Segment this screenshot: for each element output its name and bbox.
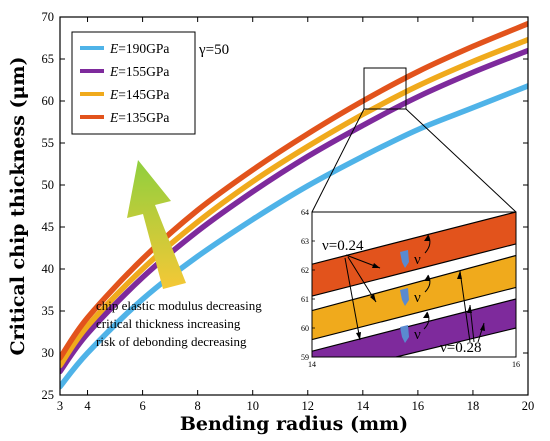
trend-annotation: chip elastic modulus decreasing critical … [96,298,262,349]
x-tick-label-16: 16 [412,399,425,413]
inset-y-tick-label-63: 63 [301,237,309,246]
legend-label-e-190gpa: E=190GPa [109,41,169,56]
inset-plot: 59 60 61 62 63 64 14 16 [301,208,520,369]
y-axis-label: Critical chip thickness (μm) [7,57,29,356]
inset-bands [312,212,516,357]
series-curves [60,20,528,390]
nu-symbol-1: ν [414,252,421,268]
inset-band-e-145gpa [312,255,516,340]
curved-arrow-1 [424,234,431,254]
blue-markers [400,250,409,343]
zoom-indicator [311,67,517,213]
nu-symbol-3: ν [414,327,421,343]
y-tick-label-70: 70 [42,10,55,24]
legend: E=190GPa E=155GPa E=145GPa E=135GPa [71,31,196,135]
inset-band-edge-bottom-e-135gpa [312,243,516,297]
legend-label-e-155gpa: E=155GPa [109,64,169,79]
inset-y-tick-label-60: 60 [301,324,309,333]
annotation-line-1: chip elastic modulus decreasing [96,298,262,313]
x-tick-label-14: 14 [357,399,370,413]
y-tick-label-35: 35 [42,304,55,318]
inset-ticks [312,211,315,358]
inset-band-e-135gpa [312,212,516,297]
annotation-line-3: risk of debonding decreasing [96,334,247,349]
arrow-nu-low-3 [344,257,361,341]
gamma-label: γ=50 [198,42,229,58]
x-tick-label-10: 10 [246,399,259,413]
inset-tick-labels: 59 60 61 62 63 64 14 16 [301,208,520,369]
x-tick-label-3: 3 [57,399,63,413]
y-tick-label-55: 55 [42,136,55,150]
zoom-line-left [311,108,365,213]
inset-band-edge-top-e-145gpa [312,254,516,312]
inset-x-tick-label-16: 16 [512,360,520,369]
inset-arrows [344,234,485,343]
nu-symbol-2: ν [414,290,421,306]
zoom-box [363,67,407,110]
x-tick-labels: 3 4 6 8 10 12 14 16 18 20 [57,399,534,413]
trend-arrow-shape [127,160,186,289]
annotation-line-2: critical thickness increasing [96,316,241,331]
series-line-e-145gpa [60,36,528,369]
legend-label-e-145gpa: E=145GPa [109,87,169,102]
inset-frame [311,211,517,358]
x-tick-label-18: 18 [467,399,480,413]
inset-y-tick-label-64: 64 [301,208,309,217]
y-tick-label-45: 45 [42,220,55,234]
series-line-e-190gpa [60,83,528,390]
zoom-line-right [405,108,517,213]
inset-y-tick-label-62: 62 [301,266,309,275]
arrow-nu-high-1 [459,270,471,343]
inset-x-tick-label-14: 14 [308,360,316,369]
y-tick-label-30: 30 [42,346,55,360]
x-tick-label-12: 12 [302,399,315,413]
nu-low-label: ν=0.24 [322,238,364,254]
curved-arrow-3 [423,311,430,330]
x-tick-label-4: 4 [84,399,91,413]
y-tick-label-60: 60 [42,94,55,108]
x-tick-label-6: 6 [139,399,145,413]
y-tick-label-25: 25 [42,388,55,402]
series-line-e-135gpa [60,20,528,361]
trend-arrow [127,160,186,289]
y-tick-label-65: 65 [42,52,55,66]
inset-y-tick-label-59: 59 [301,353,309,362]
inset-band-edge-bottom-e-145gpa [312,286,516,341]
curved-arrow-2 [424,274,431,293]
y-tick-label-50: 50 [42,178,55,192]
series-line-e-155gpa [60,47,528,375]
arrowheads [356,235,485,340]
plot-frame [59,16,529,396]
inset-band-edge-top-e-155gpa [312,298,516,352]
arrow-nu-low-2 [347,256,377,303]
y-tick-label-40: 40 [42,262,55,276]
x-tick-label-20: 20 [522,399,535,413]
nu-high-label: ν=0.28 [440,340,482,356]
x-axis-label: Bending radius (mm) [180,413,408,435]
x-tick-label-8: 8 [195,399,201,413]
inset-band-edge-bottom-e-155gpa [393,327,516,357]
inset-band-e-155gpa [312,299,516,357]
inset-y-tick-label-61: 61 [301,295,309,304]
legend-label-e-135gpa: E=135GPa [109,110,169,125]
y-tick-labels: 25 30 35 40 45 50 55 60 65 70 [42,10,55,402]
